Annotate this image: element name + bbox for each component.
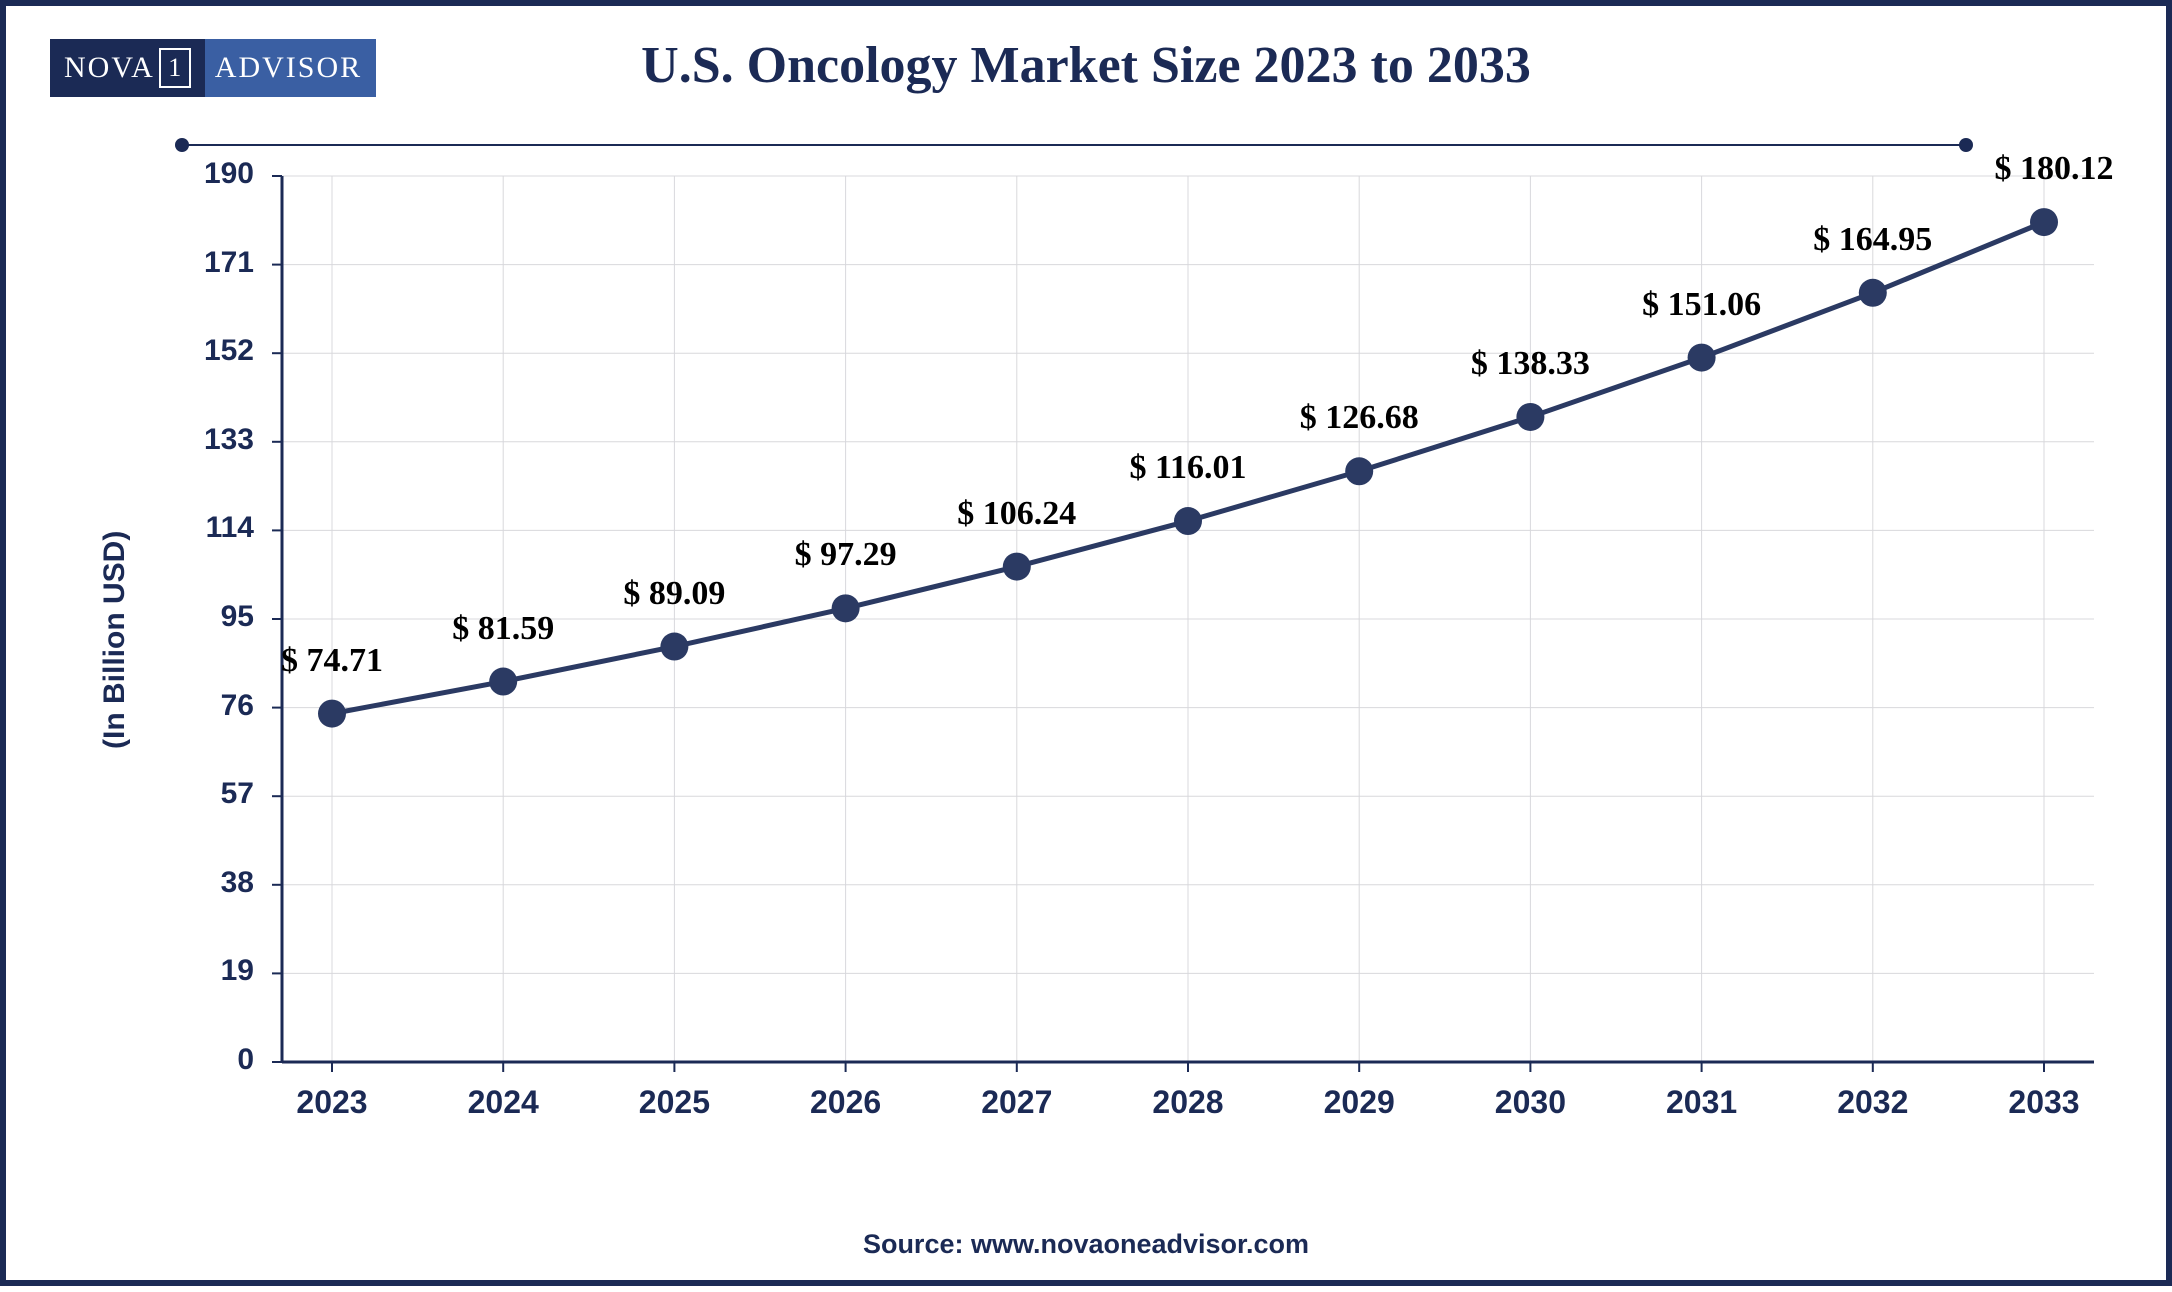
y-tick-label: 133 [184,423,254,457]
data-point-label: $ 116.01 [1098,449,1278,487]
x-tick-label: 2023 [272,1084,392,1121]
y-axis-label: (In Billion USD) [98,531,132,749]
y-tick-label: 190 [184,157,254,191]
y-tick-label: 57 [184,777,254,811]
data-point-label: $ 81.59 [413,610,593,648]
x-tick-label: 2028 [1128,1084,1248,1121]
x-tick-label: 2031 [1642,1084,1762,1121]
data-point-label: $ 180.12 [1964,150,2144,188]
data-point-label: $ 126.68 [1269,399,1449,437]
x-tick-label: 2032 [1813,1084,1933,1121]
x-tick-label: 2027 [957,1084,1077,1121]
data-point-label: $ 89.09 [584,575,764,613]
source-text: Source: www.novaoneadvisor.com [6,1229,2166,1260]
x-tick-label: 2030 [1470,1084,1590,1121]
y-tick-label: 114 [184,511,254,545]
data-point-label: $ 97.29 [756,536,936,574]
y-tick-label: 38 [184,866,254,900]
x-tick-label: 2026 [786,1084,906,1121]
x-tick-label: 2024 [443,1084,563,1121]
y-tick-label: 19 [184,954,254,988]
data-point-label: $ 74.71 [242,642,422,680]
x-tick-label: 2025 [614,1084,734,1121]
x-tick-label: 2033 [1984,1084,2104,1121]
data-point-label: $ 151.06 [1612,286,1792,324]
data-point-label: $ 106.24 [927,495,1107,533]
y-tick-label: 76 [184,689,254,723]
data-point-label: $ 138.33 [1440,345,1620,383]
x-tick-label: 2029 [1299,1084,1419,1121]
y-tick-label: 0 [184,1043,254,1077]
y-tick-label: 152 [184,334,254,368]
y-tick-label: 171 [184,246,254,280]
y-tick-label: 95 [184,600,254,634]
data-point-label: $ 164.95 [1783,221,1963,259]
chart-container: NOVA 1 ADVISOR U.S. Oncology Market Size… [0,0,2172,1286]
